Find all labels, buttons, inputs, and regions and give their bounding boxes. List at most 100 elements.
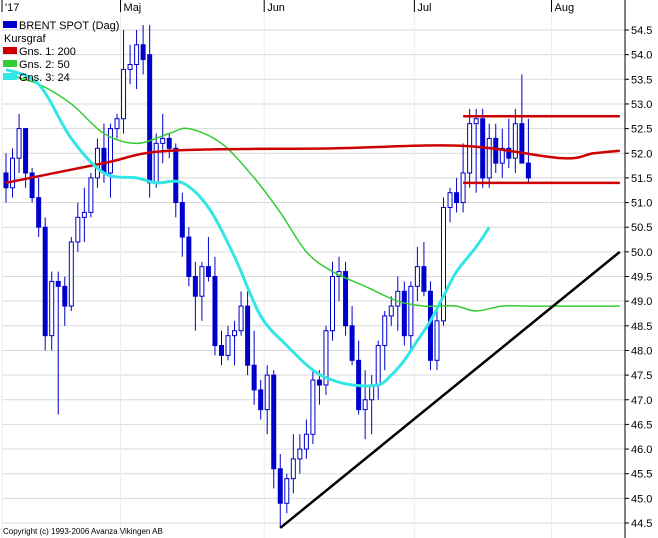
candle-body-down	[218, 345, 224, 356]
candle-body-up	[121, 68, 127, 120]
y-tick-label: 49.0	[631, 296, 652, 308]
candle-body-up	[362, 399, 368, 411]
candle-body-down	[421, 266, 427, 292]
candle-body-up	[127, 64, 133, 70]
month-label: '17	[5, 2, 19, 14]
candle-body-up	[375, 345, 381, 386]
chart-subtitle: Kursgraf	[4, 33, 47, 45]
y-tick-label: 48.5	[631, 321, 652, 333]
y-tick-label: 50.5	[631, 222, 652, 234]
candle-body-down	[245, 305, 251, 366]
candle-body-up	[134, 44, 140, 66]
legend: BRENT SPOT (Dag) Kursgraf Gns. 1: 200 Gn…	[3, 20, 119, 84]
candle-body-up	[408, 285, 414, 337]
candle-body-up	[473, 118, 479, 125]
candle-body-down	[343, 271, 349, 327]
month-label: Jul	[417, 2, 431, 14]
candle-body-up	[10, 157, 16, 189]
candle-body-up	[88, 177, 94, 213]
candle-body-down	[29, 172, 35, 199]
y-tick-label: 44.5	[631, 518, 652, 530]
y-tick-label: 47.0	[631, 395, 652, 407]
candle-body-up	[199, 266, 205, 297]
candle-body-down	[493, 137, 499, 164]
ma50-line	[5, 73, 620, 312]
candle-body-up	[447, 192, 453, 208]
month-label: Maj	[124, 2, 142, 14]
month-label: Aug	[555, 2, 575, 14]
candle-body-up	[232, 330, 238, 337]
y-tick-label: 51.0	[631, 198, 652, 210]
candle-body-up	[330, 276, 335, 332]
y-axis: 44.5 45.0 45.5 46.0 46.5 47.0 47.5 48.0 48.5 49.0…	[624, 0, 652, 538]
candle-body-up	[499, 147, 505, 164]
candle-body-up	[153, 142, 159, 184]
candle-body-up	[467, 123, 473, 174]
copyright-text: Copyright (c) 1993-2006 Avanza Vikingen …	[3, 527, 163, 536]
legend-label-ma24: Gns. 3: 24	[19, 72, 70, 84]
candle-body-down	[62, 285, 68, 307]
candle-body-up	[75, 216, 81, 243]
candle-body-up	[16, 128, 22, 159]
candle-body-up	[290, 458, 296, 480]
candle-body-up	[160, 137, 166, 144]
legend-swatch-ma24	[3, 73, 17, 80]
candle-body-up	[297, 448, 303, 460]
y-tick-label: 45.0	[631, 493, 652, 505]
candle-body-up	[388, 305, 394, 317]
candle-body-down	[454, 192, 460, 204]
ma24-line	[5, 68, 491, 388]
legend-swatch-ma50	[3, 60, 17, 67]
candle-body-down	[316, 379, 322, 386]
candle-body-down	[401, 290, 407, 337]
y-tick-label: 51.5	[631, 173, 652, 185]
candle-body-down	[251, 364, 257, 391]
y-tick-label: 54.0	[631, 50, 652, 62]
y-tick-label: 53.5	[631, 74, 652, 86]
month-label: Jun	[267, 2, 285, 14]
candle-body-up	[68, 241, 74, 307]
candle-body-down	[166, 137, 172, 149]
y-tick-label: 49.5	[631, 272, 652, 284]
candle-body-down	[186, 236, 192, 277]
candle-body-down	[36, 197, 42, 228]
legend-label-brent: BRENT SPOT (Dag)	[19, 20, 119, 32]
candle-body-down	[212, 276, 218, 347]
candle-body-up	[107, 128, 113, 174]
candle-body-up	[486, 137, 492, 179]
candle-body-up	[81, 211, 87, 218]
y-tick-label: 54.5	[631, 25, 652, 37]
candle-body-up	[49, 280, 55, 337]
y-tick-label: 46.0	[631, 444, 652, 456]
candle-body-down	[525, 162, 531, 179]
candle-body-up	[512, 123, 518, 159]
candle-body-up	[114, 118, 120, 130]
candle-body-down	[55, 280, 61, 287]
y-tick-label: 47.5	[631, 370, 652, 382]
y-tick-label: 53.0	[631, 99, 652, 111]
y-tick-label: 48.0	[631, 345, 652, 357]
legend-swatch-ma200	[3, 47, 17, 54]
candle-body-up	[323, 330, 329, 386]
legend-label-ma200: Gns. 1: 200	[19, 46, 76, 58]
candle-body-down	[23, 128, 29, 174]
candle-body-down	[277, 468, 283, 504]
candle-body-up	[382, 315, 388, 347]
candle-body-down	[519, 123, 525, 164]
candle-body-up	[225, 335, 231, 356]
candle-body-down	[258, 389, 264, 411]
candle-body-down	[205, 266, 211, 278]
candle-body-down	[147, 54, 153, 184]
candle-body-up	[310, 379, 316, 435]
candle-body-up	[434, 320, 440, 361]
candle-body-up	[264, 374, 270, 411]
candle-body-down	[101, 147, 107, 174]
month-labels: '17 Maj Jun Jul Aug	[1, 0, 575, 14]
y-tick-label: 52.5	[631, 124, 652, 136]
candle-body-down	[42, 226, 48, 337]
candle-body-up	[460, 172, 466, 204]
grid	[1, 12, 625, 538]
moving-average-lines	[5, 68, 620, 388]
